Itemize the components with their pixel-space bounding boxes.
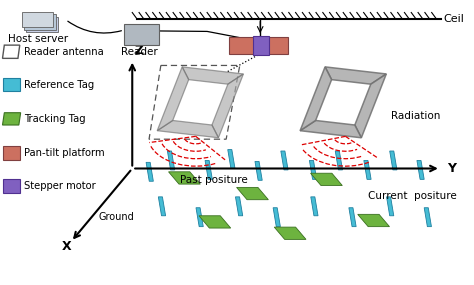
Polygon shape bbox=[335, 151, 343, 170]
Polygon shape bbox=[229, 37, 288, 54]
Polygon shape bbox=[273, 208, 281, 227]
Polygon shape bbox=[255, 161, 262, 180]
Text: Radiation: Radiation bbox=[391, 111, 440, 121]
Polygon shape bbox=[182, 67, 244, 84]
Polygon shape bbox=[254, 36, 269, 55]
Text: Y: Y bbox=[447, 162, 456, 175]
Text: Ground: Ground bbox=[98, 213, 134, 223]
Polygon shape bbox=[199, 216, 231, 228]
Polygon shape bbox=[386, 197, 394, 216]
Polygon shape bbox=[157, 67, 189, 131]
Polygon shape bbox=[349, 208, 356, 227]
Polygon shape bbox=[169, 172, 201, 184]
Polygon shape bbox=[325, 67, 386, 84]
Polygon shape bbox=[157, 121, 219, 138]
Polygon shape bbox=[310, 173, 342, 186]
Polygon shape bbox=[417, 160, 424, 179]
Polygon shape bbox=[274, 227, 306, 239]
Polygon shape bbox=[124, 24, 159, 45]
Polygon shape bbox=[2, 113, 21, 125]
Text: X: X bbox=[62, 240, 72, 253]
Polygon shape bbox=[3, 146, 20, 160]
Polygon shape bbox=[390, 151, 397, 170]
Polygon shape bbox=[21, 12, 53, 27]
Polygon shape bbox=[26, 17, 58, 32]
Polygon shape bbox=[281, 151, 288, 170]
Polygon shape bbox=[3, 179, 20, 193]
Polygon shape bbox=[24, 15, 56, 30]
Polygon shape bbox=[355, 74, 386, 138]
Polygon shape bbox=[146, 162, 154, 181]
Polygon shape bbox=[3, 78, 20, 91]
Polygon shape bbox=[424, 208, 431, 227]
Text: Z: Z bbox=[135, 44, 144, 57]
Text: Stepper motor: Stepper motor bbox=[24, 181, 96, 191]
Text: Ceil: Ceil bbox=[443, 14, 464, 24]
Text: Tracking Tag: Tracking Tag bbox=[24, 114, 85, 124]
Text: Past positure: Past positure bbox=[180, 175, 248, 185]
Polygon shape bbox=[237, 188, 268, 200]
Polygon shape bbox=[205, 160, 212, 179]
Text: Reader antenna: Reader antenna bbox=[24, 47, 104, 57]
Polygon shape bbox=[311, 197, 318, 216]
Polygon shape bbox=[236, 197, 243, 216]
Text: Host server: Host server bbox=[8, 34, 68, 44]
Text: Reference Tag: Reference Tag bbox=[24, 80, 94, 90]
Polygon shape bbox=[196, 208, 203, 227]
Text: Reader: Reader bbox=[121, 46, 157, 57]
Polygon shape bbox=[358, 214, 390, 227]
Text: Pan-tilt platform: Pan-tilt platform bbox=[24, 148, 104, 158]
Polygon shape bbox=[310, 160, 317, 179]
Polygon shape bbox=[364, 160, 371, 179]
Polygon shape bbox=[167, 151, 175, 170]
Polygon shape bbox=[212, 74, 244, 138]
Polygon shape bbox=[300, 67, 332, 131]
Polygon shape bbox=[228, 150, 235, 168]
Text: Current  positure: Current positure bbox=[368, 191, 457, 201]
Polygon shape bbox=[300, 121, 361, 138]
Polygon shape bbox=[158, 197, 165, 216]
